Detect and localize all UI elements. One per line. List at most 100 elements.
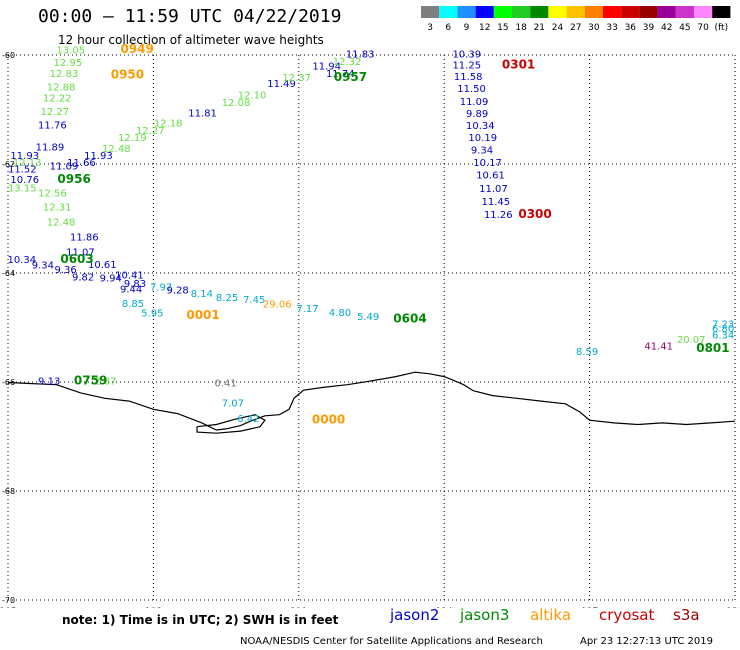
scale-swatch: [493, 6, 512, 18]
wave-height-label: 11.09: [460, 97, 489, 108]
wave-height-label: 20.07: [677, 335, 706, 346]
lat-tick-label: -68: [2, 487, 15, 496]
wave-height-map: 105108111114117120-60-62-64-66-68-7013.0…: [0, 42, 740, 608]
pass-time-label: 0000: [312, 412, 345, 426]
scale-label: 70: [697, 23, 709, 32]
wave-height-label: 11.74: [326, 69, 355, 80]
wave-height-label: 9.82: [72, 273, 94, 284]
wave-height-label: 9.83: [124, 279, 146, 290]
wave-height-label: 10.19: [468, 133, 497, 144]
lon-tick-label: 105: [0, 607, 17, 608]
lon-tick-label: 108: [145, 607, 162, 608]
scale-swatch: [657, 6, 676, 18]
color-scale: 3 6 9 12 15 18 21 24 27 30 33 36 39 42 45 70 (ft): [421, 6, 731, 32]
wave-height-label: 11.09: [50, 161, 79, 172]
scale-label: 12: [479, 23, 490, 32]
scale-label: 3: [427, 23, 433, 32]
wave-height-label: 8.85: [122, 299, 144, 310]
lat-tick-label: -60: [2, 51, 15, 60]
page-subtitle: 12 hour collection of altimeter wave hei…: [58, 33, 324, 47]
wave-height-label: 7.45: [243, 295, 265, 306]
scale-label: 9: [464, 23, 470, 32]
scale-label: 45: [679, 23, 690, 32]
island-outline: [196, 414, 266, 434]
pass-time-label: 0300: [518, 207, 551, 221]
pass-time-label: 0603: [60, 252, 93, 266]
scale-swatch: [457, 6, 476, 18]
wave-height-label: 10.41: [115, 270, 144, 281]
wave-height-label: 12.37: [282, 73, 311, 84]
wave-height-label: 11.07: [66, 248, 95, 259]
lat-tick-label: -64: [2, 269, 15, 278]
wave-height-label: 6.42: [237, 414, 259, 425]
scale-label: 27: [570, 23, 581, 32]
lat-tick-label: -70: [2, 596, 15, 605]
wave-height-label: 12.19: [118, 133, 147, 144]
wave-height-label: 6.34: [712, 330, 734, 341]
pass-time-label: 0001: [186, 308, 219, 322]
scale-swatch: [621, 6, 640, 18]
scale-swatch: [548, 6, 567, 18]
page-title: 00:00 — 11:59 UTC 04/22/2019: [38, 6, 342, 27]
wave-height-label: 4.80: [329, 308, 351, 319]
wave-height-label: 12.48: [102, 144, 131, 155]
wave-height-label: 12.27: [136, 126, 165, 137]
scale-swatch: [512, 6, 531, 18]
wave-height-label: 8.14: [191, 289, 213, 300]
wave-height-label: 12.95: [54, 58, 83, 69]
wave-height-label: 12.18: [154, 118, 183, 129]
wave-height-label: 7.23: [712, 320, 734, 331]
pass-time-label: 0301: [502, 58, 535, 72]
scale-label: (ft): [715, 23, 729, 32]
wave-height-label: 12.56: [38, 189, 67, 200]
wave-height-label: 9.13: [38, 377, 60, 388]
wave-height-label: 2.87: [94, 377, 116, 388]
wave-height-label: 12.48: [47, 218, 76, 229]
wave-height-label: 13.05: [56, 45, 85, 56]
scale-label: 24: [552, 23, 564, 32]
scale-swatch: [566, 6, 585, 18]
footer: note: 1) Time is in UTC; 2) SWH is in fe…: [0, 606, 740, 650]
scale-label: 21: [534, 23, 545, 32]
wave-height-label: 9.34: [471, 146, 493, 157]
legend-jason3: jason3: [460, 606, 510, 624]
wave-height-label: 29.06: [263, 299, 292, 310]
wave-height-label: 10.34: [466, 121, 495, 132]
wave-height-label: 11.07: [479, 184, 508, 195]
scale-label: 30: [588, 23, 600, 32]
wave-height-label: 11.26: [484, 210, 513, 221]
scale-swatch: [475, 6, 494, 18]
footer-credit: NOAA/NESDIS Center for Satellite Applica…: [240, 636, 543, 647]
lat-tick-label: -62: [2, 160, 15, 169]
wave-height-label: 7.07: [222, 399, 244, 410]
wave-height-label: 11.76: [38, 121, 67, 132]
scale-label: 15: [497, 23, 508, 32]
wave-height-label: 11.94: [312, 62, 341, 73]
pass-time-label: 0801: [696, 341, 729, 355]
wave-height-label: 9.44: [120, 285, 142, 296]
scale-swatch: [584, 6, 603, 18]
pass-time-label: 0949: [120, 42, 153, 56]
pass-time-label: 0604: [393, 312, 426, 326]
wave-height-label: 13.15: [8, 183, 37, 194]
wave-height-label: 11.50: [457, 84, 486, 95]
wave-height-label: 12.88: [47, 82, 76, 93]
scale-label: 33: [606, 23, 617, 32]
wave-height-label: 12.08: [222, 98, 251, 109]
wave-height-label: 11.52: [8, 165, 37, 176]
wave-height-label: 12.27: [40, 107, 69, 118]
wave-height-label: 12.13: [13, 158, 42, 169]
wave-height-label: 6.80: [712, 324, 734, 335]
wave-height-label: 41.41: [644, 341, 673, 352]
wave-height-label: 12.32: [333, 57, 362, 68]
scale-swatch: [530, 6, 549, 18]
pass-time-labels: 0949 0950 0957 0956 0603 0001 0604 0301 0300 0801…: [57, 42, 729, 427]
wave-height-label: 7.17: [296, 304, 318, 315]
wave-height-label: 9.94: [100, 274, 122, 285]
wave-height-label: 10.34: [8, 255, 37, 266]
scale-swatch: [675, 6, 694, 18]
wave-height-label: 12.10: [238, 91, 267, 102]
wave-height-label: 11.25: [452, 61, 481, 72]
wave-height-label: 9.89: [466, 109, 488, 120]
